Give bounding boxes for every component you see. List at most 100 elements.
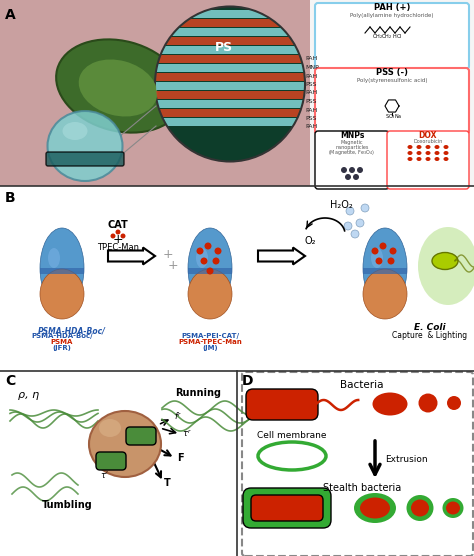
Bar <box>156 118 304 126</box>
Bar <box>156 19 304 27</box>
Ellipse shape <box>435 151 439 155</box>
Text: PSS (-): PSS (-) <box>376 68 408 77</box>
Text: (JM): (JM) <box>202 345 218 351</box>
Text: Magnetic: Magnetic <box>341 140 363 145</box>
Ellipse shape <box>354 493 396 523</box>
Text: PSS: PSS <box>305 116 316 121</box>
Ellipse shape <box>417 145 421 149</box>
Text: O₂: O₂ <box>305 236 317 246</box>
Text: C: C <box>5 374 15 388</box>
Ellipse shape <box>197 247 203 255</box>
Ellipse shape <box>360 498 390 519</box>
Bar <box>40 268 84 274</box>
Ellipse shape <box>417 157 421 161</box>
Text: PAH: PAH <box>305 57 317 62</box>
Ellipse shape <box>63 122 88 140</box>
Ellipse shape <box>188 228 232 308</box>
Text: +: + <box>168 259 178 272</box>
Text: PSMA-HDA-Boc/: PSMA-HDA-Boc/ <box>31 333 93 339</box>
FancyArrow shape <box>108 247 155 265</box>
Ellipse shape <box>363 228 407 308</box>
Text: PSMA-HDA-Boc/: PSMA-HDA-Boc/ <box>38 327 117 336</box>
Ellipse shape <box>426 151 430 155</box>
Ellipse shape <box>417 151 421 155</box>
Text: PAH: PAH <box>305 125 317 130</box>
Text: +: + <box>113 233 123 246</box>
Ellipse shape <box>418 227 474 305</box>
Ellipse shape <box>371 248 383 268</box>
Text: $\tau^r$: $\tau^r$ <box>182 428 192 439</box>
Ellipse shape <box>89 411 161 477</box>
Text: Cell membrane: Cell membrane <box>257 431 327 440</box>
Ellipse shape <box>388 257 394 265</box>
Bar <box>156 100 304 108</box>
Bar <box>188 268 232 274</box>
Ellipse shape <box>446 502 460 514</box>
Bar <box>156 28 304 36</box>
Text: $\mathregular{SO_3Na}$: $\mathregular{SO_3Na}$ <box>385 112 402 121</box>
Text: E. Coli: E. Coli <box>414 323 446 332</box>
Bar <box>156 37 304 45</box>
Ellipse shape <box>99 419 121 437</box>
FancyBboxPatch shape <box>315 131 389 189</box>
Text: (JFR): (JFR) <box>53 345 72 351</box>
FancyBboxPatch shape <box>243 488 331 528</box>
Ellipse shape <box>346 207 354 215</box>
Text: PSMA: PSMA <box>51 339 73 345</box>
Text: Poly(allylamine hydrochloride): Poly(allylamine hydrochloride) <box>350 13 434 18</box>
Ellipse shape <box>408 151 412 155</box>
Bar <box>156 64 304 72</box>
Text: H₂O₂: H₂O₂ <box>330 200 353 210</box>
Bar <box>156 73 304 81</box>
Bar <box>156 91 304 99</box>
Ellipse shape <box>357 167 363 173</box>
Text: PSMA-TPEC-Man: PSMA-TPEC-Man <box>178 339 242 345</box>
Ellipse shape <box>373 393 408 415</box>
Text: Doxorubicin: Doxorubicin <box>413 139 443 144</box>
Text: B: B <box>5 191 16 205</box>
Ellipse shape <box>444 145 448 149</box>
Bar <box>156 10 304 18</box>
Text: Stealth bacteria: Stealth bacteria <box>323 483 401 493</box>
Ellipse shape <box>435 157 439 161</box>
Ellipse shape <box>353 174 359 180</box>
Ellipse shape <box>426 157 430 161</box>
Text: PAH (+): PAH (+) <box>374 3 410 12</box>
Ellipse shape <box>116 230 120 235</box>
Text: CAT: CAT <box>108 220 128 230</box>
Text: TPEC-Man: TPEC-Man <box>97 243 139 252</box>
Bar <box>156 109 304 117</box>
Ellipse shape <box>356 219 364 227</box>
Text: ρ, η: ρ, η <box>18 390 39 400</box>
Ellipse shape <box>432 252 458 270</box>
Bar <box>0 0 474 186</box>
Ellipse shape <box>372 247 379 255</box>
Text: $\tau'$: $\tau'$ <box>100 469 109 480</box>
Text: nanoparticles: nanoparticles <box>335 145 369 150</box>
Bar <box>156 46 304 54</box>
Ellipse shape <box>120 234 126 239</box>
Text: Bacteria: Bacteria <box>340 380 384 390</box>
FancyBboxPatch shape <box>315 3 469 69</box>
Ellipse shape <box>375 257 383 265</box>
Ellipse shape <box>435 145 439 149</box>
Text: Tumbling: Tumbling <box>42 500 93 510</box>
Ellipse shape <box>351 230 359 238</box>
Text: +: + <box>163 248 173 261</box>
Ellipse shape <box>215 247 221 255</box>
Text: PSS: PSS <box>305 82 316 87</box>
Ellipse shape <box>426 145 430 149</box>
Ellipse shape <box>408 145 412 149</box>
Ellipse shape <box>444 157 448 161</box>
Ellipse shape <box>40 269 84 319</box>
Text: Running: Running <box>175 388 221 398</box>
FancyBboxPatch shape <box>315 68 469 134</box>
Ellipse shape <box>419 394 438 413</box>
Ellipse shape <box>363 269 407 319</box>
Ellipse shape <box>47 111 122 181</box>
Text: Poly(styrenesulfonic acid): Poly(styrenesulfonic acid) <box>357 78 427 83</box>
Ellipse shape <box>411 499 429 517</box>
Text: PAH: PAH <box>305 73 317 78</box>
Text: A: A <box>5 8 16 22</box>
Ellipse shape <box>443 498 464 518</box>
